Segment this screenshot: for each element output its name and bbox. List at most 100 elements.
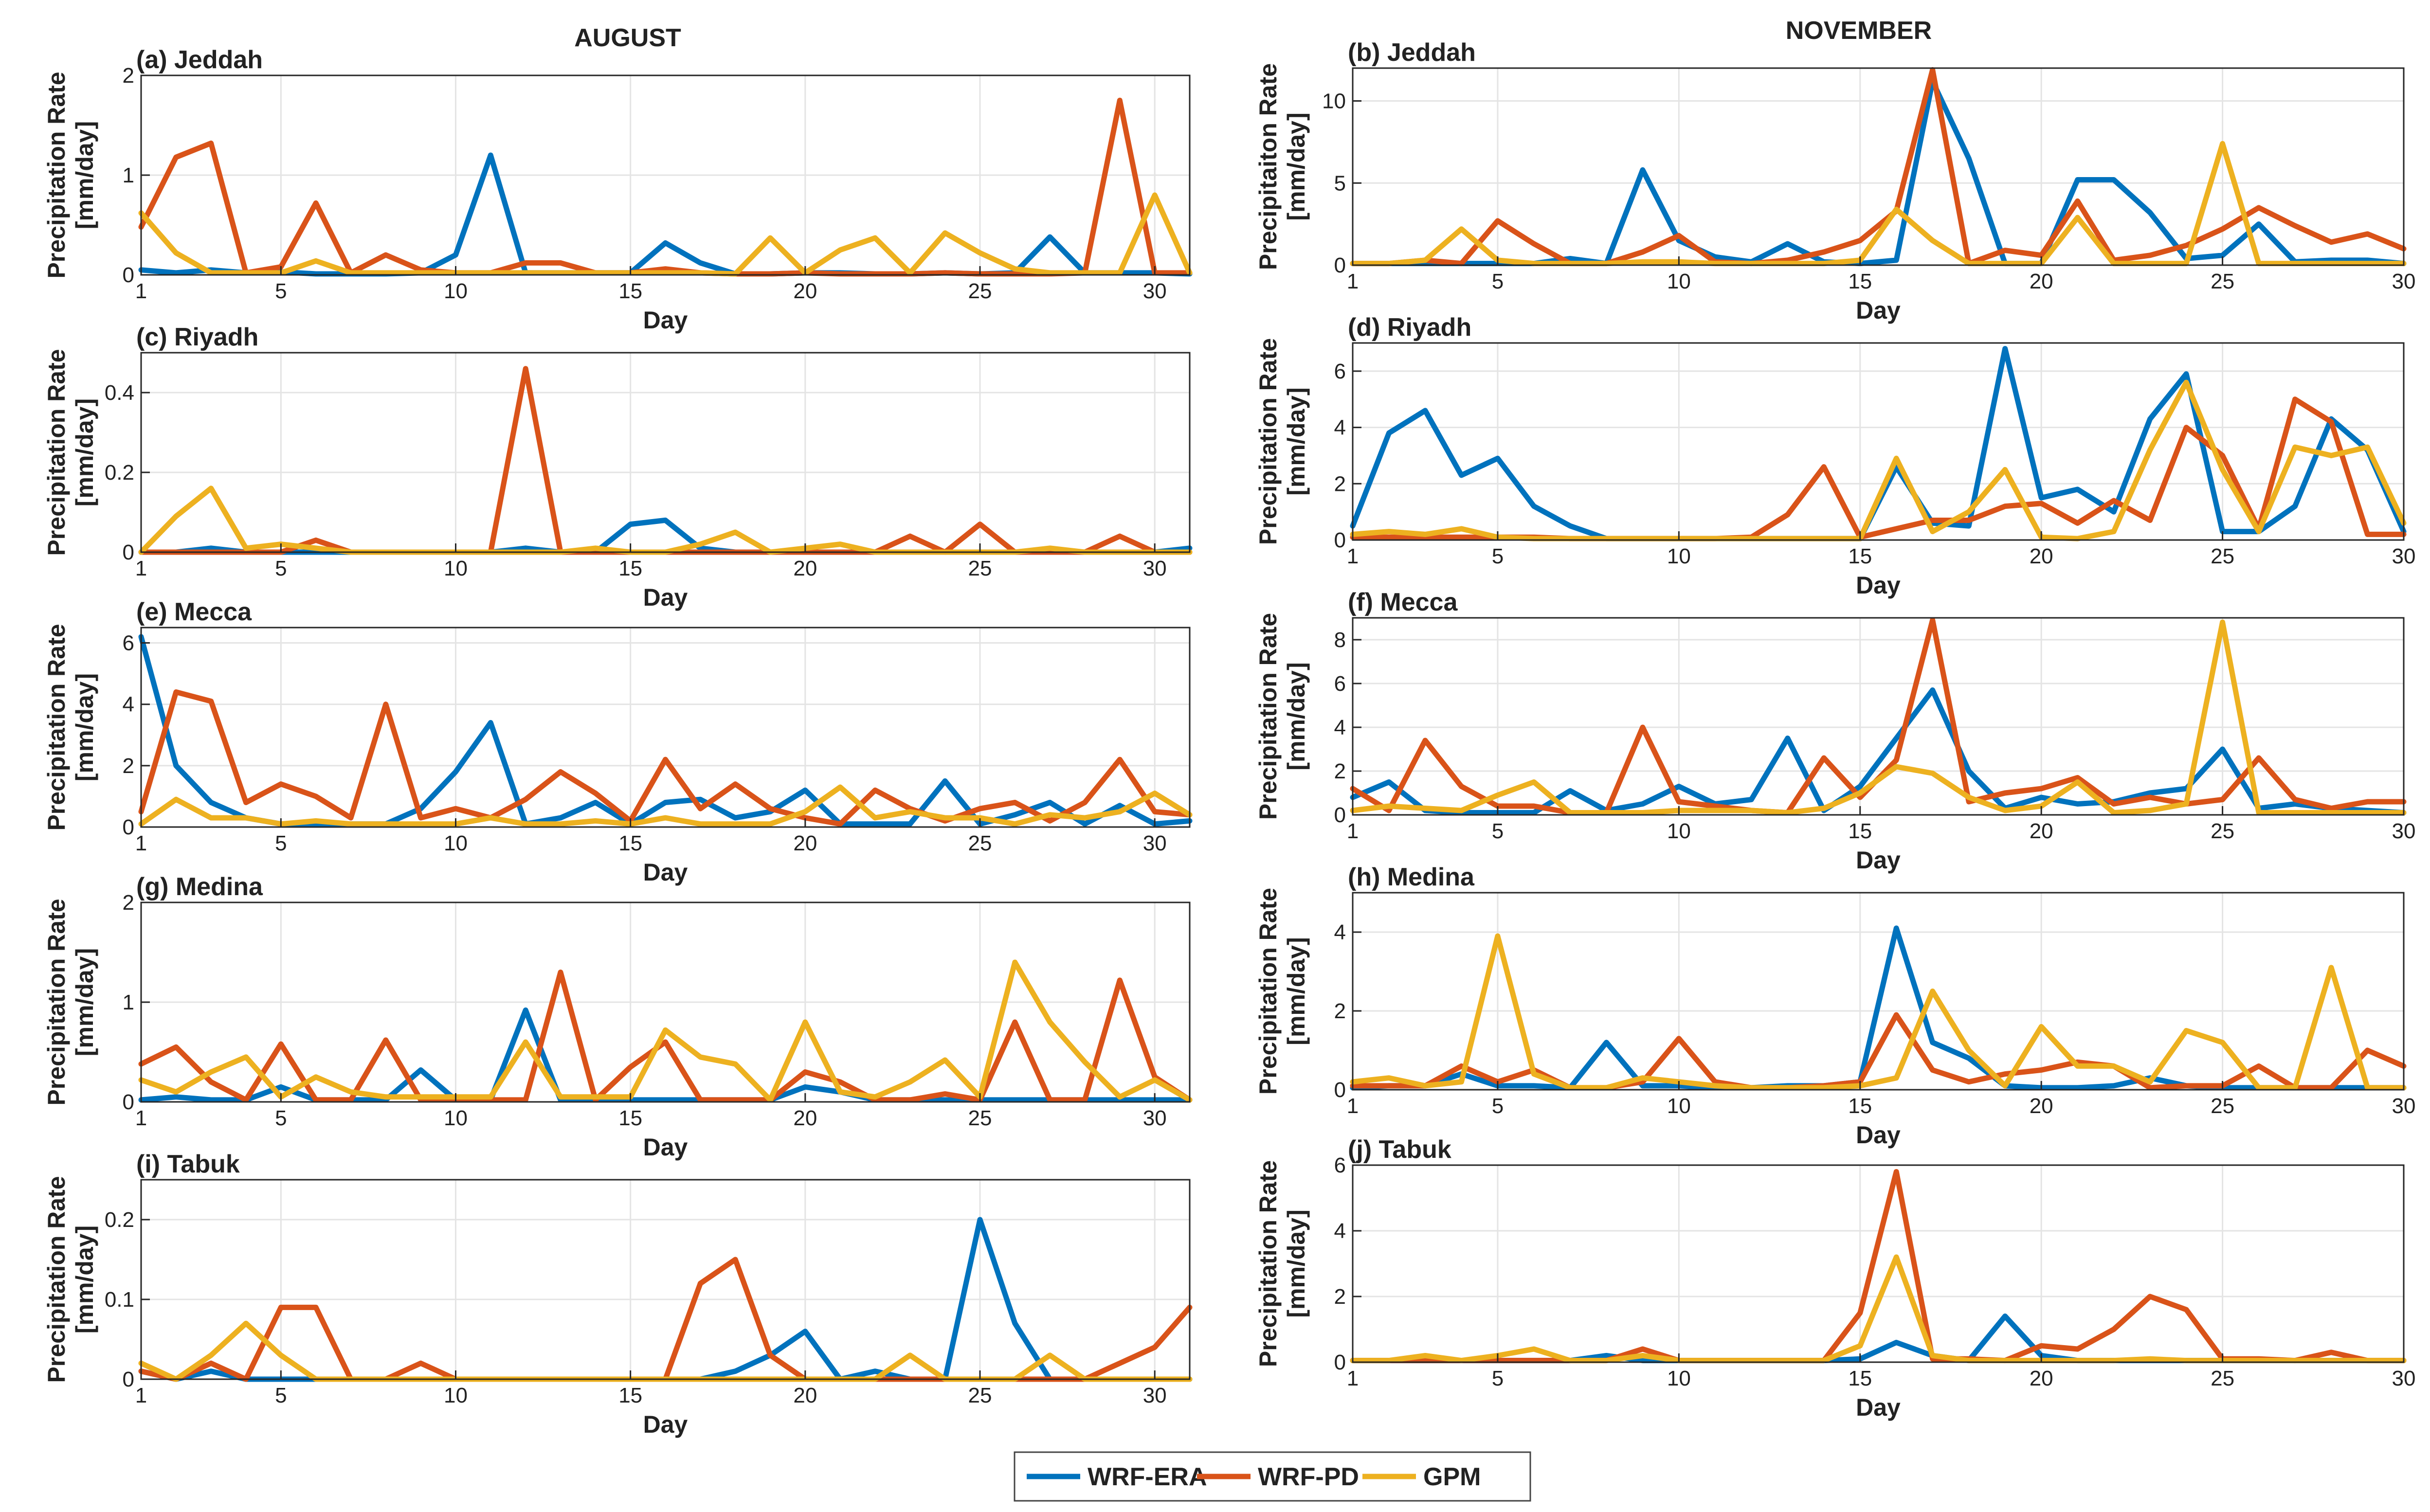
x-tick-label: 30 <box>2392 1094 2416 1118</box>
series-line-gpm <box>138 192 1193 277</box>
x-tick-label: 15 <box>1848 819 1872 843</box>
y-axis-label-line: [mm/day] <box>71 121 98 229</box>
x-tick-label: 30 <box>2392 819 2416 843</box>
x-tick-label: 5 <box>275 1384 287 1407</box>
series-line-wrf-pd <box>138 970 1193 1103</box>
x-tick-label: 30 <box>2392 270 2416 293</box>
y-tick-label: 4 <box>1334 416 1346 440</box>
x-axis-label: Day <box>643 1411 688 1438</box>
x-tick-label: 10 <box>444 279 468 303</box>
x-tick-label: 1 <box>135 1384 147 1407</box>
x-tick-label: 25 <box>2211 544 2234 568</box>
x-tick-label: 15 <box>1848 544 1872 568</box>
x-tick-label: 10 <box>444 1384 468 1407</box>
axes-box <box>1352 1164 2405 1363</box>
y-tick-label: 0.1 <box>105 1288 134 1312</box>
y-axis-label-line: [mm/day] <box>1283 662 1310 770</box>
column-title-november: NOVEMBER <box>1786 17 1932 45</box>
panel-title: (h) Medina <box>1348 863 1475 891</box>
y-axis-label-line: Precipitation Rate <box>43 899 70 1105</box>
series-line-gpm <box>1350 933 2407 1091</box>
panel-title: (b) Jeddah <box>1348 38 1476 67</box>
x-tick-label: 10 <box>1667 819 1691 843</box>
x-tick-label: 25 <box>968 279 992 303</box>
x-tick-label: 15 <box>1848 1367 1872 1390</box>
axes-box <box>1352 342 2405 541</box>
series-line-wrf-pd <box>1350 1012 2407 1091</box>
plot-area <box>141 1180 1190 1379</box>
x-tick-label: 10 <box>444 1106 468 1130</box>
y-tick-label: 2 <box>1334 1285 1346 1309</box>
panel-title: (a) Jeddah <box>136 46 263 74</box>
series-line-gpm <box>1350 619 2407 815</box>
legend: WRF-ERA WRF-PD GPM <box>1014 1451 1531 1502</box>
y-tick-label: 0.4 <box>105 381 134 405</box>
x-tick-label: 10 <box>1667 1367 1691 1390</box>
axes-box <box>1352 892 2405 1091</box>
panel-title: (d) Riyadh <box>1348 313 1471 342</box>
panel-title: (f) Mecca <box>1348 588 1458 616</box>
y-axis-label: Precipitation Rate[mm/day] <box>43 72 98 278</box>
x-tick-label: 15 <box>1848 270 1872 293</box>
axes-box <box>140 1179 1191 1380</box>
x-tick-label: 10 <box>1667 544 1691 568</box>
panel-title: (c) Riyadh <box>136 323 258 351</box>
x-tick-label: 20 <box>2030 819 2053 843</box>
y-tick-label: 0 <box>123 1368 134 1391</box>
y-axis-label: Precipitation Rate[mm/day] <box>1254 338 1310 545</box>
y-tick-label: 2 <box>1334 759 1346 783</box>
x-tick-label: 5 <box>1492 270 1504 293</box>
plot-area <box>1353 1165 2404 1362</box>
y-tick-label: 0 <box>1334 1350 1346 1374</box>
y-tick-label: 10 <box>1322 90 1346 113</box>
x-axis-label: Day <box>1856 572 1901 599</box>
x-tick-label: 15 <box>618 557 642 580</box>
y-tick-label: 0 <box>1334 253 1346 277</box>
x-axis-label: Day <box>643 1134 688 1161</box>
x-tick-label: 15 <box>618 279 642 303</box>
series-line-wrf-pd <box>1350 67 2407 267</box>
y-tick-label: 6 <box>123 631 134 655</box>
y-axis-label-line: [mm/day] <box>71 398 98 506</box>
panel-title: (g) Medina <box>136 873 263 901</box>
x-tick-label: 30 <box>2392 544 2416 568</box>
series-line-wrf-pd <box>138 97 1193 277</box>
x-tick-label: 20 <box>2030 544 2053 568</box>
y-tick-label: 8 <box>1334 628 1346 652</box>
legend-label-wrf-era: WRF-ERA <box>1088 1463 1207 1491</box>
y-axis-label: Precipitation Rate[mm/day] <box>43 349 98 556</box>
y-axis-label-line: [mm/day] <box>1283 1209 1310 1317</box>
series-line-wrf-era <box>138 634 1193 827</box>
y-tick-label: 6 <box>1334 1153 1346 1177</box>
x-tick-label: 1 <box>1347 270 1359 293</box>
x-tick-label: 5 <box>1492 1367 1504 1390</box>
y-tick-label: 0 <box>1334 528 1346 552</box>
x-axis-label: Day <box>643 859 688 886</box>
x-tick-label: 30 <box>1143 279 1167 303</box>
y-tick-label: 1 <box>123 163 134 187</box>
x-tick-label: 25 <box>968 1384 992 1407</box>
y-axis-label-line: [mm/day] <box>71 673 98 781</box>
y-axis-label-line: [mm/day] <box>71 948 98 1056</box>
x-axis-label: Day <box>1856 846 1901 874</box>
y-tick-label: 0.2 <box>105 1208 134 1232</box>
x-tick-label: 15 <box>1848 1094 1872 1118</box>
y-axis-label-line: [mm/day] <box>1283 112 1310 220</box>
x-tick-label: 20 <box>2030 270 2053 293</box>
x-tick-label: 20 <box>793 557 817 580</box>
x-tick-label: 30 <box>2392 1367 2416 1390</box>
x-tick-label: 5 <box>1492 544 1504 568</box>
axes-box <box>1352 617 2405 816</box>
y-tick-label: 0 <box>123 1090 134 1114</box>
series-line-gpm <box>1350 141 2407 267</box>
x-axis-label: Day <box>1856 1121 1901 1149</box>
y-tick-label: 5 <box>1334 171 1346 195</box>
y-tick-label: 0 <box>123 815 134 839</box>
